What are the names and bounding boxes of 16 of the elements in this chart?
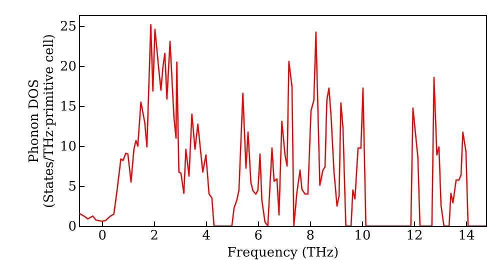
x-axis-title: Frequency (THz) <box>227 246 339 260</box>
x-tick-label: 6 <box>254 228 263 244</box>
y-tick-label: 25 <box>60 20 76 35</box>
y-tick-label: 10 <box>60 140 76 155</box>
x-tick-label: 4 <box>202 228 211 244</box>
x-tick-label: 10 <box>354 228 371 244</box>
y-tick-label: 20 <box>60 60 76 75</box>
x-tick-label: 0 <box>98 228 107 244</box>
x-tick-label: 8 <box>306 228 315 244</box>
y-tick-label: 15 <box>60 100 76 115</box>
line-series <box>79 24 486 226</box>
x-tick-label: 14 <box>458 228 475 244</box>
y-tick-label: 5 <box>68 180 76 195</box>
y-axis-title: Phonon DOS (States/THz·primitive cell) <box>26 34 57 208</box>
x-tick-label: 2 <box>150 228 159 244</box>
x-tick-label: 12 <box>406 228 423 244</box>
